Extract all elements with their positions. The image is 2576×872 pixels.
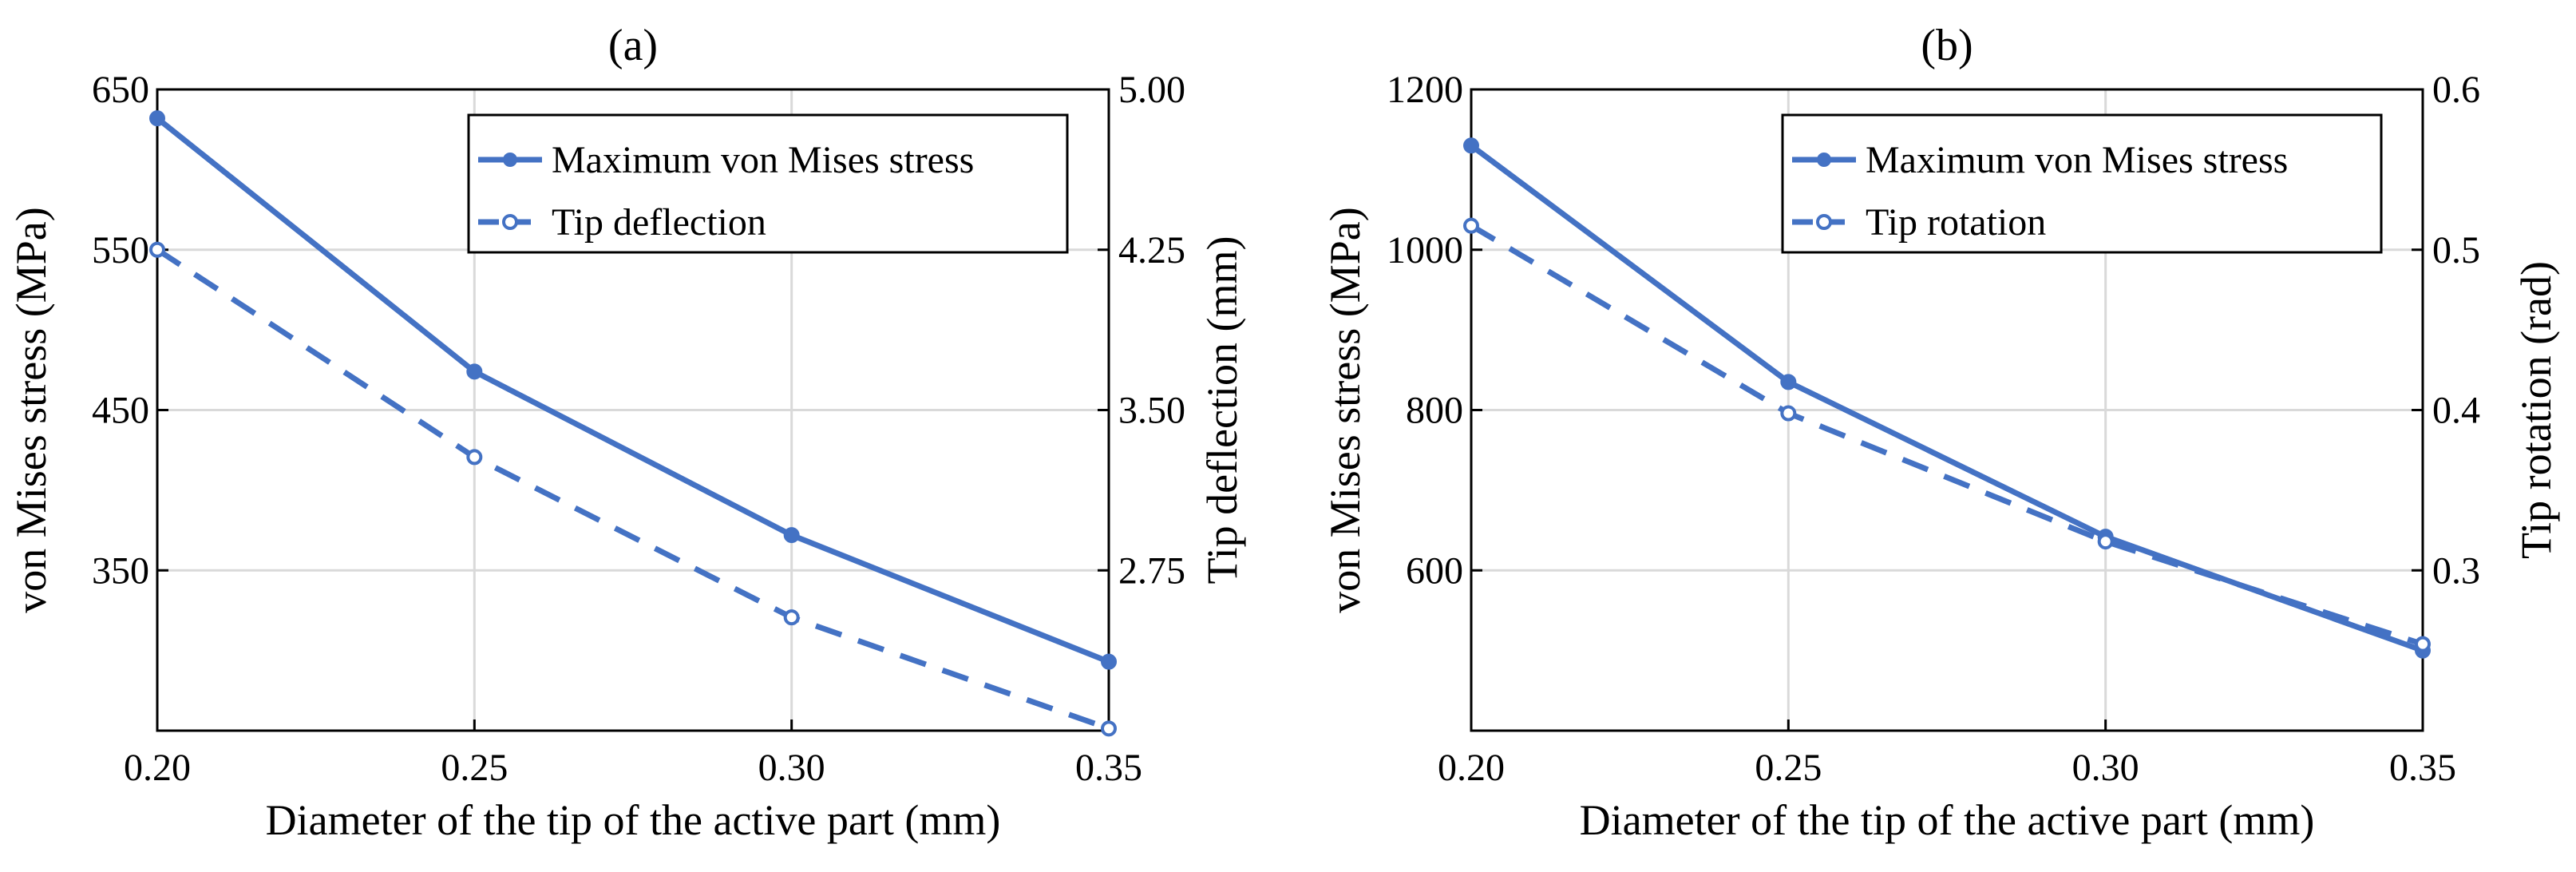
data-point-0: [783, 527, 800, 544]
series-line-0: [1469, 143, 2424, 653]
data-point-0: [1780, 374, 1797, 390]
panel-title: (a): [608, 21, 658, 70]
data-point-0: [1101, 653, 1117, 670]
panel-title: (b): [1921, 21, 1973, 70]
y-left-tick-label: 1200: [1387, 69, 1463, 111]
legend-label-1: Tip deflection: [552, 201, 766, 244]
y-left-tick-label: 350: [92, 549, 149, 592]
data-point-0: [1463, 137, 1479, 154]
data-point-1: [2415, 636, 2431, 652]
y-left-tick-label: 450: [92, 390, 149, 432]
x-tick-label: 0.20: [124, 747, 191, 789]
y-right-tick-label: 4.25: [1118, 229, 1185, 272]
x-tick-label: 0.30: [2072, 747, 2139, 789]
chart-panel-b: 0.20 0.25 0.30 0.35 600 800 1000 1200 0.3 0.4 0.5 0…: [1321, 21, 2560, 844]
legend-marker-0: [1817, 153, 1831, 167]
legend-box: [467, 113, 1069, 254]
legend-label-0: Maximum von Mises stress: [1866, 139, 2288, 181]
chart-panel-a: 0.20 0.25 0.30 0.35 350 450 550 650 2.75 3.50 4.25…: [7, 21, 1246, 844]
legend-label-1: Tip rotation: [1866, 201, 2046, 244]
y-left-axis-label: von Mises stress (MPa): [7, 207, 55, 613]
legend-marker-0: [503, 153, 517, 167]
y-left-tick-label: 800: [1406, 390, 1463, 432]
y-right-tick-label: 3.50: [1118, 390, 1185, 432]
x-axis-label: Diameter of the tip of the active part (…: [1580, 796, 2315, 844]
x-tick-label: 0.20: [1438, 747, 1505, 789]
x-tick-label: 0.25: [441, 747, 508, 789]
data-point-1: [149, 241, 165, 258]
data-point-1: [783, 609, 800, 626]
data-point-1: [2097, 533, 2114, 550]
y-left-tick-label: 600: [1406, 549, 1463, 592]
y-right-axis-label: Tip deflection (mm): [1198, 236, 1246, 585]
y-right-tick-label: 0.4: [2432, 390, 2480, 432]
y-right-tick-label: 0.3: [2432, 549, 2480, 592]
data-point-0: [149, 110, 165, 127]
y-left-tick-label: 1000: [1387, 229, 1463, 272]
data-point-1: [1463, 217, 1479, 234]
y-left-axis-label: von Mises stress (MPa): [1321, 207, 1369, 613]
x-tick-label: 0.35: [2389, 747, 2456, 789]
legend-marker-1: [1816, 214, 1832, 230]
y-right-tick-label: 0.5: [2432, 229, 2480, 272]
y-right-tick-label: 2.75: [1118, 549, 1185, 592]
x-tick-label: 0.30: [758, 747, 825, 789]
y-left-tick-label: 550: [92, 229, 149, 272]
data-point-1: [466, 449, 483, 466]
data-point-1: [1780, 405, 1797, 422]
data-point-0: [466, 363, 483, 380]
legend-box: [1781, 113, 2383, 254]
legend-label-0: Maximum von Mises stress: [552, 139, 974, 181]
legend-marker-1: [502, 214, 518, 230]
y-right-tick-label: 0.6: [2432, 69, 2480, 111]
y-right-tick-label: 5.00: [1118, 69, 1185, 111]
y-left-tick-label: 650: [92, 69, 149, 111]
x-tick-label: 0.35: [1075, 747, 1142, 789]
series-line-1: [156, 247, 1110, 731]
series-line-0: [155, 116, 1110, 664]
x-axis-label: Diameter of the tip of the active part (…: [266, 796, 1001, 844]
y-right-axis-label: Tip rotation (rad): [2512, 261, 2560, 559]
x-tick-label: 0.25: [1755, 747, 1822, 789]
series-line-1: [1470, 223, 2424, 647]
data-point-1: [1101, 720, 1117, 737]
